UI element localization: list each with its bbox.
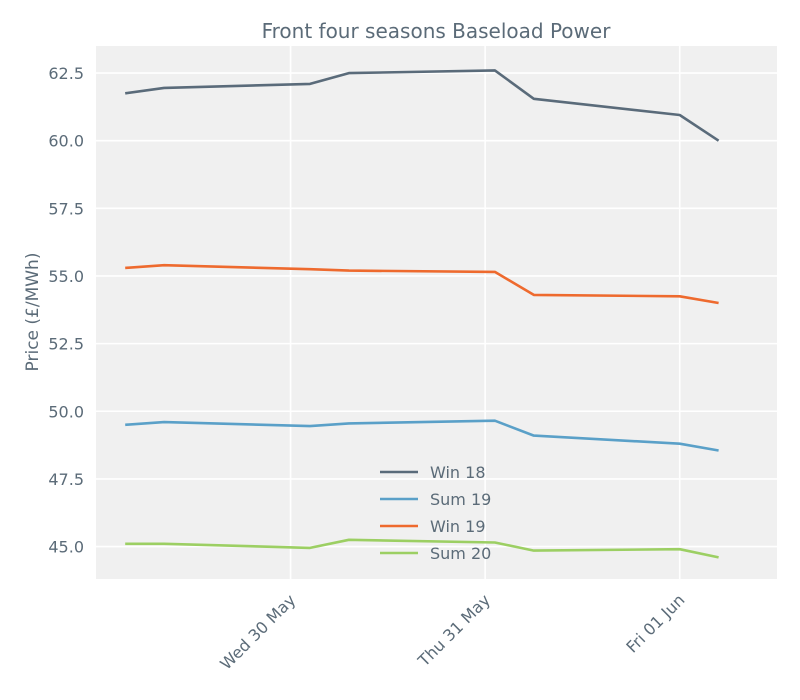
chart-title: Front four seasons Baseload Power — [262, 19, 612, 43]
legend-label: Win 19 — [430, 517, 486, 536]
series-line-win-19 — [125, 263, 719, 305]
y-tick-label: 60.0 — [48, 132, 84, 151]
x-tick-label: Fri 01 Jun — [622, 590, 688, 656]
y-tick-label: 57.5 — [48, 199, 84, 218]
x-tick-label: Thu 31 May — [414, 590, 494, 670]
series-line-win-18 — [125, 69, 720, 142]
legend: Win 18 Sum 19 Win 19 Sum 20 — [380, 463, 491, 563]
y-tick-label: 50.0 — [48, 402, 84, 421]
y-tick-label: 45.0 — [48, 538, 84, 557]
y-tick-label: 55.0 — [48, 267, 84, 286]
legend-label: Sum 19 — [430, 490, 491, 509]
x-tick-label: Wed 30 May — [216, 590, 299, 673]
y-tick-label: 62.5 — [48, 64, 84, 83]
series-line-sum-19 — [125, 419, 719, 452]
y-tick-label: 47.5 — [48, 470, 84, 489]
grid — [96, 46, 777, 579]
y-axis: 45.0 47.5 50.0 52.5 55.0 57.5 60.0 62.5 — [48, 64, 84, 556]
y-axis-label: Price (£/MWh) — [23, 253, 43, 372]
x-axis: Wed 30 May Thu 31 May Fri 01 Jun — [216, 590, 688, 673]
series-lines — [125, 69, 720, 559]
series-line-sum-20 — [125, 538, 719, 559]
plot-area — [96, 46, 777, 579]
legend-label: Win 18 — [430, 463, 486, 482]
legend-label: Sum 20 — [430, 544, 491, 563]
y-tick-label: 52.5 — [48, 335, 84, 354]
